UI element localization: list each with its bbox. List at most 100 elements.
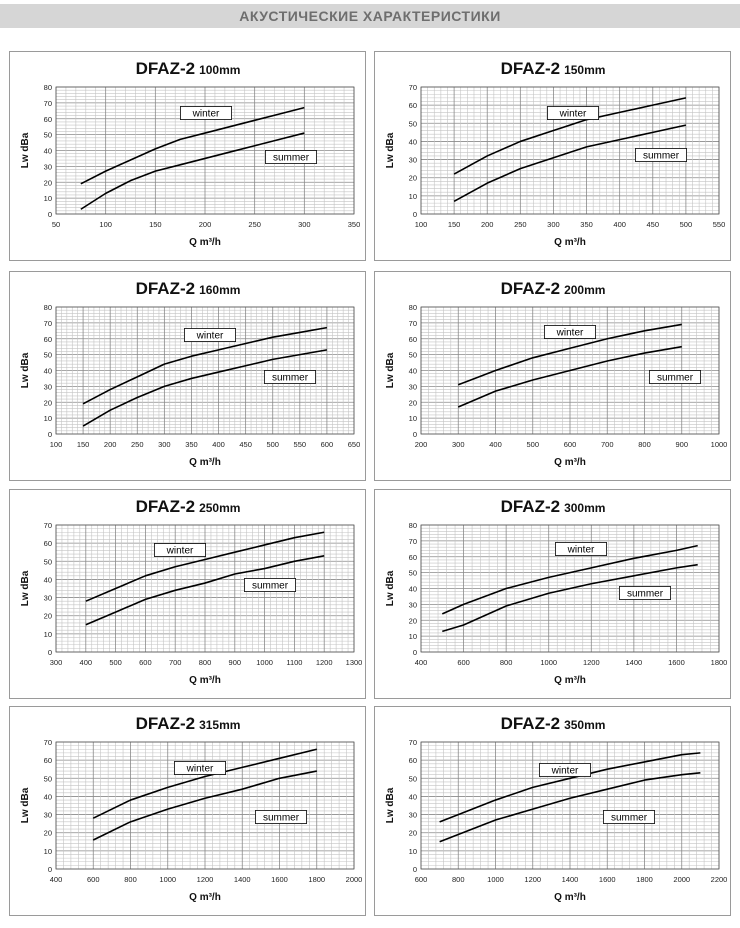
y-tick-label: 0 [48,210,52,219]
y-axis-label: Lw dBa [385,352,396,388]
chart-title-size: 150mm [564,63,605,77]
x-tick-label: 1200 [197,875,214,884]
x-tick-label: 400 [80,658,93,667]
series-label-summer: summer [273,153,310,164]
series-label-box-winter [543,325,596,339]
y-tick-label: 20 [409,398,417,407]
x-tick-label: 1400 [234,875,251,884]
x-axis-label: Q m³/h [189,457,221,468]
chart-panel-100mm: DFAZ-2 100mm 0 10 20 30 40 50 60 70 80 50 100 150 200 2… [9,51,366,261]
chart-title: DFAZ-2 315mm [136,714,241,733]
chart-title: DFAZ-2 100mm [136,59,241,78]
y-tick-label: 0 [48,648,52,657]
plot-area-border [420,86,720,215]
y-tick-label: 70 [44,99,52,108]
x-tick-label: 500 [266,440,279,449]
plot-area-border [420,741,720,870]
y-tick-label: 30 [409,156,417,165]
chart-315mm: DFAZ-2 315mm 0 10 20 30 40 50 60 70 400 600 800 1000 1… [20,714,362,903]
y-tick-label: 70 [44,319,52,328]
y-tick-label: 10 [409,632,417,641]
y-tick-label: 20 [409,174,417,183]
series-label-winter: winter [196,331,224,342]
chart-title-size: 100mm [199,63,240,77]
x-tick-label: 1800 [711,658,728,667]
chart-panel-150mm: DFAZ-2 150mm 0 10 20 30 40 50 60 70 100 150 200 250 30… [374,51,731,261]
series-label-summer: summer [263,813,300,824]
y-axis-label: Lw dBa [385,132,396,168]
y-tick-label: 80 [44,303,52,312]
x-tick-label: 300 [50,658,63,667]
chart-panel-300mm: DFAZ-2 300mm 0 10 20 30 40 50 60 70 80 400 600 800 100… [374,489,731,699]
series-label-winter: winter [166,546,194,557]
y-tick-label: 40 [409,137,417,146]
y-tick-label: 60 [409,756,417,765]
series-label-summer: summer [657,373,694,384]
y-tick-label: 50 [44,774,52,783]
x-tick-label: 450 [647,220,660,229]
x-tick-label: 250 [514,220,527,229]
y-tick-label: 50 [44,557,52,566]
y-tick-label: 20 [44,398,52,407]
y-axis-label: Lw dBa [20,352,31,388]
x-axis-label: Q m³/h [189,675,221,686]
chart-title: DFAZ-2 250mm [136,497,241,516]
x-tick-label: 100 [99,220,112,229]
x-tick-label: 500 [680,220,693,229]
x-tick-label: 1400 [562,875,579,884]
y-axis-label: Lw dBa [20,570,31,606]
x-tick-label: 650 [348,440,361,449]
series-line-winter [453,97,687,175]
series-line-summer [85,555,325,626]
y-tick-label: 0 [48,430,52,439]
chart-title-size: 300mm [564,501,605,515]
x-tick-label: 400 [613,220,626,229]
x-tick-label: 700 [601,440,614,449]
series-line-summer [92,770,317,841]
y-tick-label: 50 [44,131,52,140]
y-tick-label: 30 [44,811,52,820]
series-label-box-winter [183,328,236,342]
x-tick-label: 800 [500,658,513,667]
y-tick-label: 10 [409,414,417,423]
series-label-winter: winter [551,766,579,777]
chart-title: DFAZ-2 300mm [501,497,606,516]
x-tick-label: 400 [212,440,225,449]
x-tick-label: 600 [139,658,152,667]
series-label-box-winter [554,542,607,556]
plot-area-border [55,524,355,653]
x-tick-label: 550 [294,440,307,449]
y-axis-label: Lw dBa [385,787,396,823]
x-axis-label: Q m³/h [554,457,586,468]
series-label-box-summer [618,586,671,600]
x-tick-label: 1200 [316,658,333,667]
chart-title: DFAZ-2 200mm [501,279,606,298]
series-label-box-summer [243,578,296,592]
plot-area-border [55,741,355,870]
chart-title-main: DFAZ-2 [501,279,561,298]
chart-title: DFAZ-2 160mm [136,279,241,298]
y-tick-label: 70 [409,738,417,747]
x-tick-label: 350 [348,220,361,229]
x-tick-label: 1600 [599,875,616,884]
y-tick-label: 30 [409,382,417,391]
x-tick-label: 1000 [540,658,557,667]
x-tick-label: 1100 [286,658,302,667]
x-tick-label: 400 [489,440,502,449]
x-tick-label: 1200 [583,658,600,667]
series-line-summer [457,345,682,408]
y-tick-label: 0 [413,648,417,657]
x-tick-label: 250 [131,440,144,449]
y-tick-label: 60 [409,553,417,562]
chart-title: DFAZ-2 350mm [501,714,606,733]
plot-grid [55,741,355,870]
x-tick-label: 450 [239,440,252,449]
y-tick-label: 20 [409,829,417,838]
y-tick-label: 50 [44,351,52,360]
series-line-summer [442,563,698,633]
chart-title-size: 350mm [564,718,605,732]
section-header: АКУСТИЧЕСКИЕ ХАРАКТЕРИСТИКИ [0,4,740,28]
y-tick-label: 0 [413,210,417,219]
chart-title-main: DFAZ-2 [501,714,561,733]
x-axis-label: Q m³/h [554,237,586,248]
